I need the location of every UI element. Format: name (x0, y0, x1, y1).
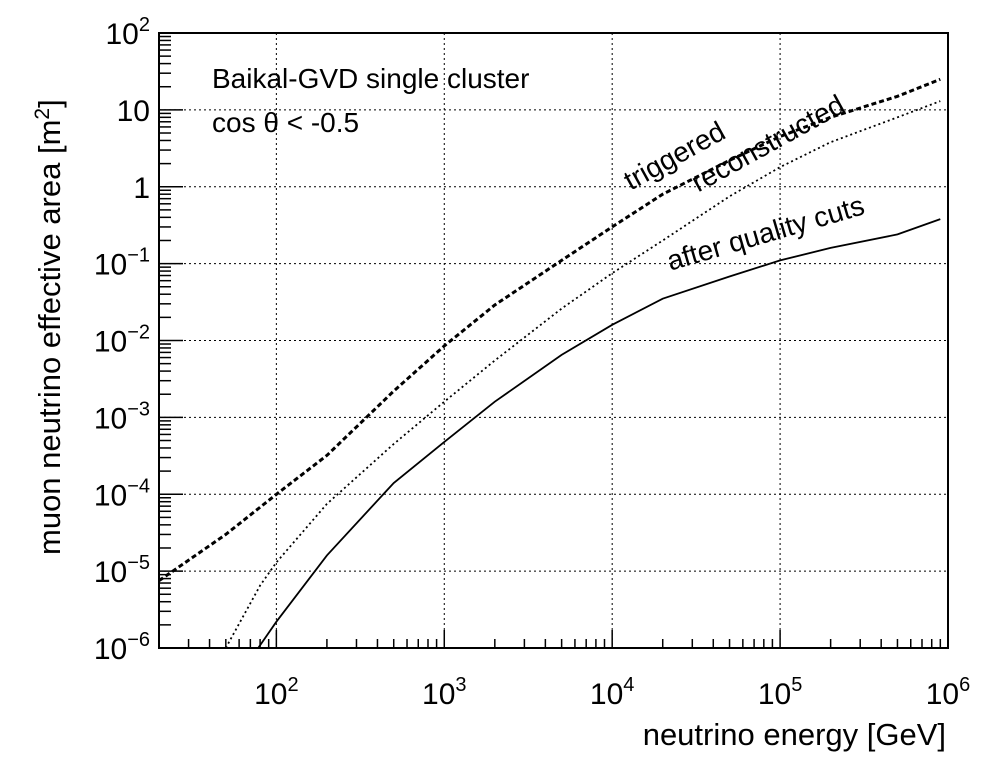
series-line-reconstructed (225, 100, 941, 649)
y-tick-label: 10−4 (94, 475, 150, 512)
annotation-zenith-cut: cos θ < -0.5 (212, 107, 359, 138)
y-tick-label: 10−1 (94, 245, 150, 282)
x-tick-label: 104 (590, 674, 635, 711)
y-tick-label: 1 (133, 172, 150, 205)
y-tick-label: 10−6 (94, 629, 150, 666)
series-line-after-quality-cuts (257, 218, 941, 649)
y-tick-label: 10−3 (94, 398, 150, 435)
plot-frame (158, 32, 949, 649)
y-axis-title-base: muon neutrino effective area [m (32, 120, 67, 555)
x-tick-label: 105 (758, 674, 803, 711)
y-tick-labels: 10−6 10−5 10−4 10−3 10−2 10−1 1 10 102 (94, 14, 150, 666)
y-axis-title-sup: 2 (31, 108, 54, 120)
x-axis-title: neutrino energy [GeV] (643, 717, 946, 752)
axis-ticks (159, 32, 949, 649)
x-tick-label: 106 (926, 674, 971, 711)
series-line-triggered (158, 77, 941, 582)
y-axis-title: muon neutrino effective area [m2] (31, 99, 67, 555)
y-tick-label: 10−5 (94, 552, 150, 589)
x-tick-labels: 102 103 104 105 106 (254, 674, 970, 711)
grid-lines (159, 33, 948, 648)
y-tick-label: 102 (106, 14, 151, 51)
x-tick-label: 103 (422, 674, 467, 711)
annotation-detector: Baikal-GVD single cluster (212, 63, 529, 94)
curves (158, 77, 941, 649)
y-tick-label: 10−2 (94, 322, 150, 359)
y-tick-label: 10 (117, 95, 150, 128)
x-tick-label: 102 (254, 674, 299, 711)
y-axis-title-tail: ] (32, 99, 67, 108)
